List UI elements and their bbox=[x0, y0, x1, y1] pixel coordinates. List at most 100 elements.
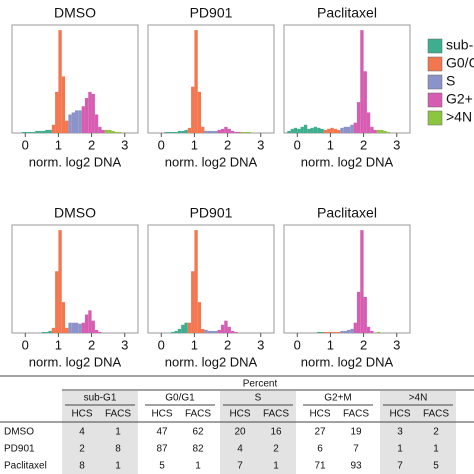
sub-header: FACS bbox=[185, 409, 211, 420]
x-tick-label: 1 bbox=[191, 137, 198, 152]
histogram-bar bbox=[191, 271, 195, 333]
histogram-bar bbox=[45, 129, 49, 133]
x-tick-label: 0 bbox=[22, 137, 29, 152]
histogram-bar bbox=[353, 122, 357, 133]
table-cell: 7 bbox=[237, 461, 243, 472]
legend-label: S bbox=[446, 73, 455, 89]
x-tick-label: 0 bbox=[22, 337, 29, 352]
histogram-bar bbox=[333, 128, 338, 133]
x-tick-label: 3 bbox=[121, 137, 128, 152]
histogram-bar bbox=[373, 129, 377, 133]
histogram-bar bbox=[247, 131, 251, 133]
sub-header: HCS bbox=[309, 409, 330, 420]
histogram-bar bbox=[194, 30, 198, 134]
table-cell: 8 bbox=[115, 444, 121, 455]
histogram-bar bbox=[300, 126, 304, 133]
histogram-bar bbox=[25, 131, 29, 133]
table-cell: 6 bbox=[317, 444, 323, 455]
histogram-bar bbox=[201, 328, 205, 333]
histogram-bar bbox=[98, 331, 102, 333]
sub-header: HCS bbox=[151, 409, 172, 420]
histogram-bar bbox=[78, 323, 82, 333]
table-cell: 7 bbox=[397, 461, 403, 472]
histogram-bar bbox=[84, 314, 89, 333]
x-axis-label: norm. log2 DNA bbox=[301, 154, 394, 169]
x-tick-label: 2 bbox=[360, 337, 367, 352]
panel-title: Paclitaxel bbox=[317, 205, 377, 221]
x-tick-label: 1 bbox=[327, 137, 334, 152]
histogram-bar bbox=[347, 329, 351, 333]
histogram-bar bbox=[65, 327, 69, 333]
histogram-bar bbox=[61, 302, 66, 333]
table-cell: 62 bbox=[192, 427, 204, 438]
histogram-bar bbox=[187, 127, 192, 133]
histogram-bar bbox=[297, 128, 301, 133]
histogram-bar bbox=[244, 131, 248, 133]
histogram-bar bbox=[75, 110, 79, 133]
table-cell: 1 bbox=[273, 461, 279, 472]
x-axis-label: norm. log2 DNA bbox=[165, 354, 258, 369]
x-tick-label: 1 bbox=[191, 337, 198, 352]
histogram-bar bbox=[337, 129, 341, 133]
table-cell: 5 bbox=[159, 461, 165, 472]
panel-frame bbox=[283, 224, 411, 334]
histogram-bar bbox=[237, 131, 241, 133]
sub-header: FACS bbox=[105, 409, 131, 420]
histogram-bar bbox=[327, 331, 331, 333]
histogram-bar bbox=[71, 112, 75, 133]
panel-title: DMSO bbox=[54, 5, 96, 21]
histogram-bar bbox=[58, 230, 62, 333]
panel-frame bbox=[147, 224, 275, 334]
group-header: sub-G1 bbox=[84, 393, 117, 404]
histogram-bar bbox=[55, 271, 59, 333]
histogram-bar bbox=[313, 126, 318, 133]
histogram-bar bbox=[171, 331, 175, 333]
histogram-bar bbox=[201, 126, 205, 133]
histogram-bar bbox=[184, 129, 188, 133]
table-cell: 1 bbox=[195, 461, 201, 472]
histogram-bar bbox=[174, 330, 178, 333]
histogram-bar bbox=[224, 320, 228, 333]
histogram-bar bbox=[194, 230, 198, 333]
x-axis-label: norm. log2 DNA bbox=[301, 354, 394, 369]
histogram-bar bbox=[363, 71, 367, 133]
histogram-bar bbox=[177, 130, 182, 133]
histogram-bar bbox=[101, 129, 105, 133]
group-header: >4N bbox=[409, 393, 428, 404]
histogram-bar bbox=[191, 86, 195, 133]
histogram-bar bbox=[45, 331, 49, 333]
group-header: G2+M bbox=[324, 393, 352, 404]
histogram-bar bbox=[330, 127, 334, 133]
histogram-bar bbox=[204, 329, 208, 333]
table-cell: 20 bbox=[234, 427, 246, 438]
table-cell: 19 bbox=[350, 427, 362, 438]
histogram-bar bbox=[214, 130, 218, 133]
x-tick-label: 3 bbox=[257, 337, 264, 352]
histogram-bar bbox=[28, 131, 32, 133]
panel-title: PD901 bbox=[190, 205, 233, 221]
histogram-bar bbox=[207, 130, 211, 133]
histogram-bar bbox=[91, 320, 95, 333]
histogram-bar bbox=[317, 331, 321, 333]
histogram-bar bbox=[217, 329, 221, 333]
histogram-bar bbox=[376, 331, 381, 333]
group-header: G0/G1 bbox=[165, 393, 195, 404]
group-header: S bbox=[255, 393, 262, 404]
x-tick-label: 1 bbox=[55, 137, 62, 152]
histogram-bar bbox=[55, 91, 59, 133]
sub-header: FACS bbox=[263, 409, 289, 420]
x-axis-label: norm. log2 DNA bbox=[29, 154, 122, 169]
histogram-bar bbox=[343, 330, 347, 333]
histogram-bar bbox=[187, 322, 192, 333]
table-cell: 47 bbox=[156, 427, 168, 438]
table-cell: 93 bbox=[350, 461, 362, 472]
histogram-bar bbox=[177, 328, 182, 333]
histogram-bar bbox=[211, 330, 215, 333]
histogram-bar bbox=[383, 130, 387, 133]
histogram-bar bbox=[68, 114, 72, 133]
sub-header: FACS bbox=[343, 409, 369, 420]
histogram-bar bbox=[114, 131, 119, 133]
panel-title: Paclitaxel bbox=[317, 5, 377, 21]
histogram-bar bbox=[48, 330, 52, 333]
histogram-bar bbox=[88, 310, 92, 333]
